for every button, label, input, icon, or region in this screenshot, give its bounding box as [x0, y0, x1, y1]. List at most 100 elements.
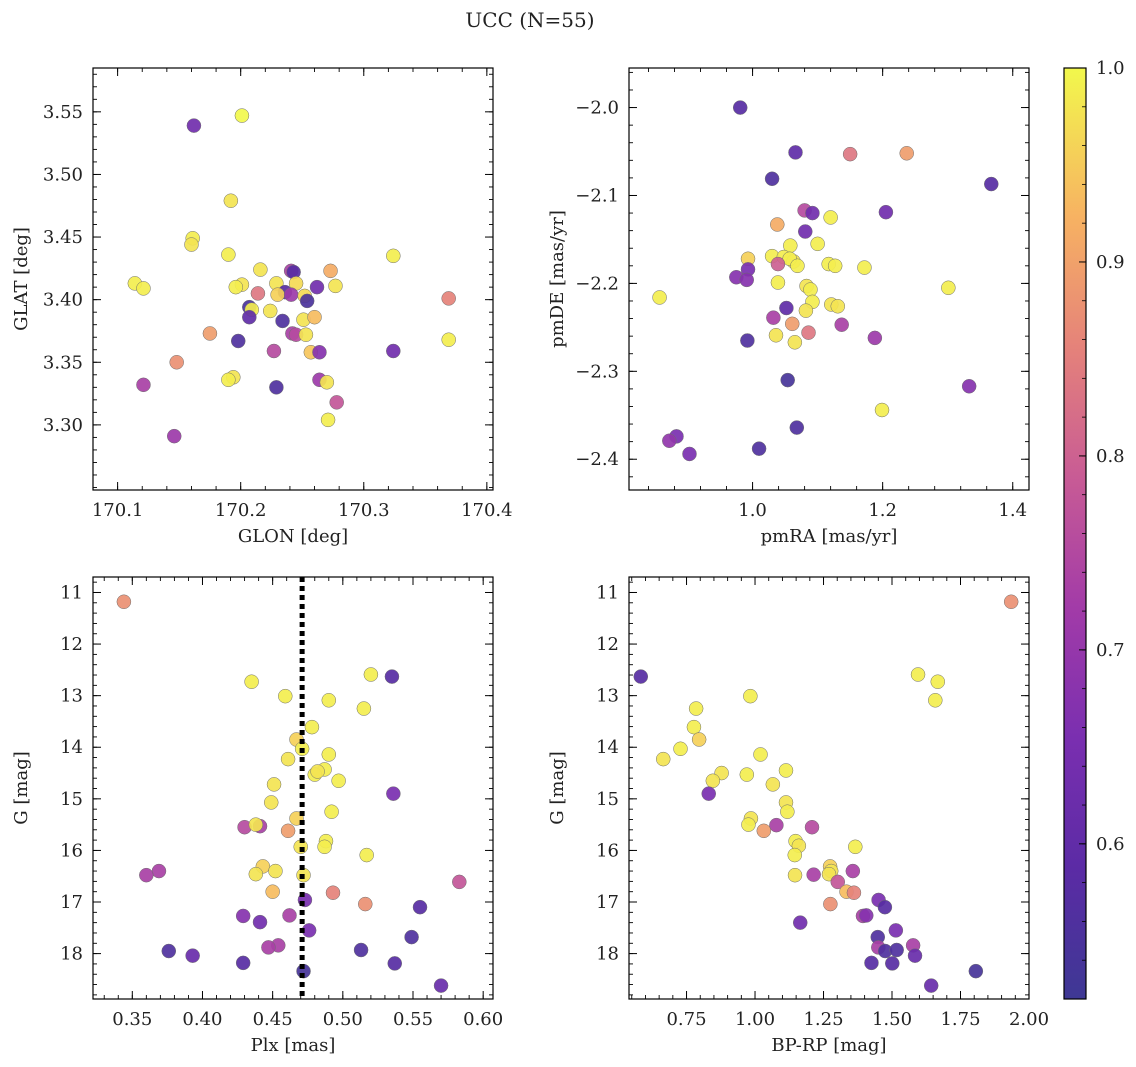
- x-tick-label: 1.00: [735, 1009, 775, 1030]
- y-tick-label: 15: [60, 789, 83, 810]
- x-tick-label: 170.4: [461, 500, 513, 521]
- scatter-point: [878, 204, 894, 220]
- y-axis-label: G [mag]: [11, 751, 32, 824]
- colorbar: 0.6 0.7 0.8 0.9 1.0: [1063, 58, 1125, 1000]
- scatter-point: [857, 260, 872, 275]
- y-tick-label: 13: [60, 686, 83, 707]
- scatter-point: [792, 915, 808, 930]
- scatter-point: [830, 874, 846, 890]
- y-tick-label: −2.4: [575, 449, 619, 470]
- figure-title: UCC (N=55): [465, 8, 594, 32]
- scatter-point: [830, 299, 846, 314]
- scatter-point: [230, 333, 246, 349]
- scatter-point: [848, 839, 863, 855]
- scatter-point: [877, 899, 893, 915]
- scatter-point: [769, 817, 784, 833]
- scatter-point: [280, 823, 296, 839]
- scatter-point: [319, 375, 335, 390]
- y-tick-label: 13: [596, 686, 619, 707]
- x-tick-label: 0.75: [666, 1009, 706, 1030]
- scatter-point: [433, 978, 449, 993]
- scatter-point: [907, 948, 923, 963]
- y-tick-label: 11: [60, 582, 83, 603]
- colorbar-tick-label: 0.6: [1096, 834, 1125, 855]
- x-tick-label: 1.2: [868, 500, 897, 521]
- x-axis-label: Plx [mas]: [251, 1035, 336, 1056]
- scatter-point: [827, 258, 843, 274]
- scatter-point: [787, 867, 803, 883]
- scatter-point: [268, 863, 283, 879]
- x-axis-label: GLON [deg]: [238, 526, 348, 547]
- x-tick-label: 0.50: [323, 1009, 363, 1030]
- scatter-point: [864, 955, 879, 971]
- scatter-point: [968, 963, 984, 979]
- scatter-point: [412, 899, 428, 915]
- scatter-point: [859, 908, 874, 923]
- scatter-point: [801, 325, 816, 340]
- scatter-point: [282, 908, 297, 923]
- scatter-point: [899, 146, 914, 161]
- scatter-point: [328, 278, 343, 294]
- scatter-point: [688, 701, 704, 716]
- x-tick-label: 0.40: [182, 1009, 222, 1030]
- x-tick-label: 1.50: [872, 1009, 912, 1030]
- scatter-point: [387, 956, 403, 971]
- scatter-point: [356, 701, 372, 716]
- y-tick-label: −2.2: [575, 273, 619, 294]
- colorbar-tick-label: 0.7: [1096, 640, 1125, 661]
- x-tick-label: 0.55: [393, 1009, 433, 1030]
- scatter-point: [321, 693, 337, 708]
- colorbar-tick-label: 0.8: [1096, 446, 1125, 467]
- scatter-point: [789, 420, 805, 435]
- scatter-point: [652, 290, 667, 305]
- scatter-point: [810, 236, 825, 252]
- scatter-point: [384, 669, 400, 684]
- y-tick-label: 17: [60, 892, 83, 913]
- colorbar-tick-label: 0.9: [1096, 252, 1125, 273]
- scatter-point: [404, 929, 419, 945]
- scatter-point: [823, 896, 838, 912]
- scatter-point: [242, 309, 257, 325]
- scatter-point: [779, 300, 794, 316]
- scatter-point: [751, 441, 767, 456]
- scatter-point: [770, 217, 785, 232]
- scatter-point: [770, 256, 786, 272]
- scatter-point: [116, 594, 132, 610]
- y-tick-label: −2.3: [575, 361, 619, 382]
- scatter-point: [732, 100, 748, 115]
- panel-bprp-g: 0.75 1.00 1.25 1.50 1.75 2.00 11 12 13 14 15 16 17 18…: [547, 576, 1049, 1056]
- y-tick-label: 16: [60, 840, 83, 861]
- scatter-point: [269, 380, 284, 395]
- scatter-point: [633, 669, 649, 684]
- scatter-point: [358, 896, 373, 912]
- scatter-point: [283, 287, 299, 302]
- scatter-point: [739, 272, 754, 288]
- scatter-point: [682, 446, 697, 462]
- scatter-point: [705, 773, 721, 789]
- y-tick-label: 3.40: [43, 290, 83, 311]
- scatter-point: [441, 291, 456, 306]
- scatter-point: [928, 693, 943, 708]
- y-tick-label: 3.45: [43, 227, 83, 248]
- y-tick-label: 11: [596, 582, 619, 603]
- scatter-points: [127, 108, 456, 444]
- scatter-point: [930, 674, 946, 689]
- scatter-point: [788, 145, 803, 160]
- scatter-point: [263, 795, 279, 810]
- scatter-point: [778, 763, 794, 778]
- scatter-point: [753, 747, 768, 762]
- scatter-points: [652, 100, 999, 462]
- scatter-point: [806, 867, 821, 882]
- scatter-point: [266, 777, 282, 792]
- scatter-point: [740, 333, 755, 348]
- scatter-point: [787, 847, 803, 863]
- scatter-point: [321, 747, 337, 762]
- scatter-point: [743, 688, 758, 704]
- scatter-point: [278, 688, 293, 704]
- scatter-point: [874, 402, 890, 418]
- x-tick-label: 170.2: [215, 500, 267, 521]
- y-axis-label: GLAT [deg]: [11, 227, 32, 331]
- scatter-point: [331, 773, 346, 789]
- scatter-point: [250, 286, 266, 301]
